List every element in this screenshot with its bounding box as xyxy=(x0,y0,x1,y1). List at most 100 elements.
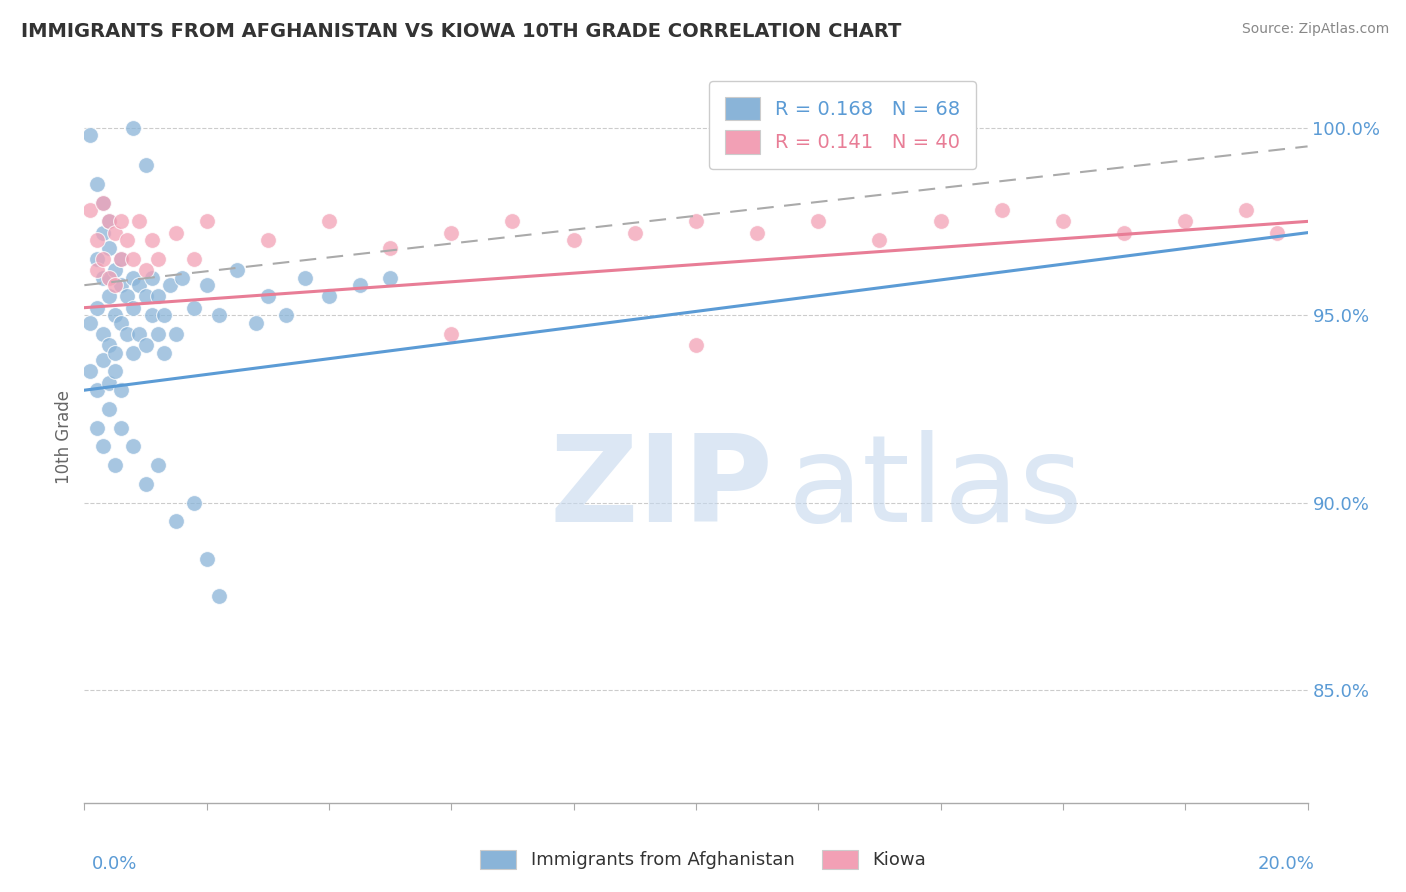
Point xyxy=(122,120,145,135)
Point xyxy=(122,440,145,454)
Point xyxy=(146,252,169,266)
Point xyxy=(747,226,769,240)
Point xyxy=(86,177,108,191)
Point xyxy=(97,214,120,228)
Point xyxy=(91,195,114,210)
Point xyxy=(91,440,114,454)
Point xyxy=(1052,214,1074,228)
Point xyxy=(110,214,132,228)
Point xyxy=(562,233,585,247)
Point xyxy=(104,278,127,293)
Point xyxy=(104,345,127,359)
Point xyxy=(991,203,1014,218)
Point xyxy=(349,278,371,293)
Point xyxy=(86,420,108,434)
Point xyxy=(141,233,163,247)
Point xyxy=(86,263,108,277)
Point xyxy=(104,458,127,473)
Point xyxy=(195,214,218,228)
Point xyxy=(97,241,120,255)
Text: ZIP: ZIP xyxy=(550,430,773,547)
Point xyxy=(153,308,176,322)
Legend: Immigrants from Afghanistan, Kiowa: Immigrants from Afghanistan, Kiowa xyxy=(471,841,935,879)
Point xyxy=(195,552,218,566)
Point xyxy=(685,338,707,352)
Point xyxy=(807,214,830,228)
Point xyxy=(141,308,163,322)
Point xyxy=(91,226,114,240)
Point xyxy=(91,195,114,210)
Point xyxy=(208,590,231,604)
Point xyxy=(380,270,402,285)
Point xyxy=(97,401,120,416)
Point xyxy=(165,326,187,341)
Point xyxy=(257,289,280,303)
Point xyxy=(91,252,114,266)
Point xyxy=(226,263,249,277)
Point xyxy=(135,477,157,491)
Point xyxy=(122,345,145,359)
Point xyxy=(159,278,181,293)
Text: Source: ZipAtlas.com: Source: ZipAtlas.com xyxy=(1241,22,1389,37)
Point xyxy=(110,316,132,330)
Point xyxy=(115,326,138,341)
Point xyxy=(1174,214,1197,228)
Point xyxy=(79,203,101,218)
Point xyxy=(440,226,463,240)
Point xyxy=(183,496,205,510)
Point xyxy=(380,241,402,255)
Point xyxy=(110,278,132,293)
Point xyxy=(104,364,127,378)
Text: 0.0%: 0.0% xyxy=(91,855,136,872)
Text: atlas: atlas xyxy=(787,430,1084,547)
Point xyxy=(294,270,316,285)
Point xyxy=(1114,226,1136,240)
Point xyxy=(97,376,120,390)
Point xyxy=(110,420,132,434)
Point xyxy=(110,252,132,266)
Point xyxy=(276,308,298,322)
Point xyxy=(208,308,231,322)
Point xyxy=(128,278,150,293)
Point xyxy=(257,233,280,247)
Point xyxy=(685,214,707,228)
Point xyxy=(122,301,145,315)
Point xyxy=(869,233,891,247)
Point xyxy=(165,226,187,240)
Point xyxy=(122,270,145,285)
Point xyxy=(104,263,127,277)
Point xyxy=(135,158,157,172)
Point xyxy=(79,364,101,378)
Point xyxy=(86,252,108,266)
Point xyxy=(122,252,145,266)
Point xyxy=(97,270,120,285)
Point xyxy=(86,383,108,397)
Text: IMMIGRANTS FROM AFGHANISTAN VS KIOWA 10TH GRADE CORRELATION CHART: IMMIGRANTS FROM AFGHANISTAN VS KIOWA 10T… xyxy=(21,22,901,41)
Point xyxy=(153,345,176,359)
Point xyxy=(502,214,524,228)
Point xyxy=(135,338,157,352)
Point xyxy=(183,252,205,266)
Point xyxy=(1265,226,1288,240)
Point xyxy=(86,233,108,247)
Point xyxy=(624,226,647,240)
Point xyxy=(110,383,132,397)
Point xyxy=(1236,203,1258,218)
Point xyxy=(165,515,187,529)
Point xyxy=(128,326,150,341)
Point xyxy=(91,270,114,285)
Point xyxy=(183,301,205,315)
Point xyxy=(929,214,952,228)
Point xyxy=(146,326,169,341)
Point xyxy=(318,289,340,303)
Point xyxy=(146,458,169,473)
Point xyxy=(141,270,163,285)
Point xyxy=(91,353,114,368)
Point xyxy=(318,214,340,228)
Text: 20.0%: 20.0% xyxy=(1258,855,1315,872)
Point xyxy=(195,278,218,293)
Point xyxy=(115,289,138,303)
Point xyxy=(91,326,114,341)
Point xyxy=(135,289,157,303)
Point xyxy=(128,214,150,228)
